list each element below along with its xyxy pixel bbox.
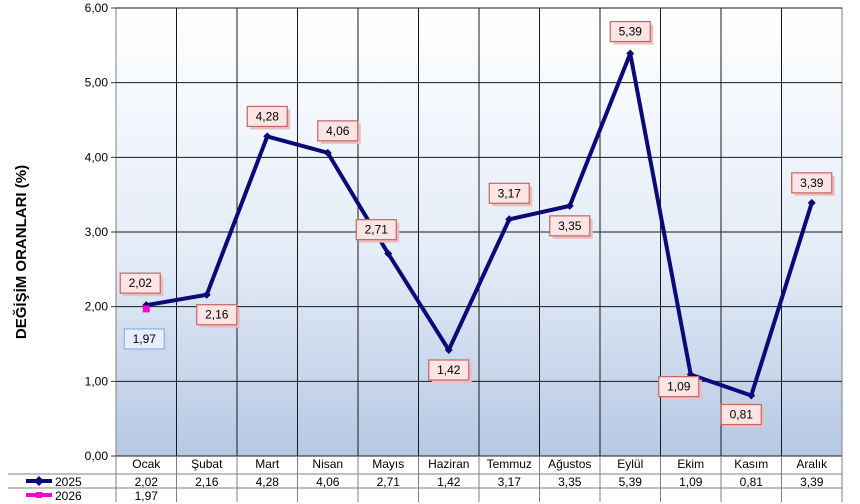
data-label-2025-box <box>609 20 651 43</box>
table-cell-2025: 1,09 <box>679 475 703 489</box>
data-label-2026-box <box>123 328 165 350</box>
legend-marker-2026 <box>36 492 42 498</box>
data-label-2025: 2,02 <box>129 276 153 290</box>
data-label-2025-box <box>549 215 591 237</box>
data-label-2025-box <box>246 105 288 128</box>
legend-marker-2025 <box>34 476 44 486</box>
table-cell-2025: 4,06 <box>316 475 340 489</box>
data-label-2025: 3,39 <box>800 176 824 190</box>
y-tick-label: 4,00 <box>85 150 109 164</box>
data-point-2025 <box>747 391 756 400</box>
data-point-2025 <box>444 345 453 354</box>
data-point-2025 <box>384 249 393 258</box>
legend-label-2025: 2025 <box>55 475 82 489</box>
data-label-2025-box <box>428 359 470 381</box>
x-tick-label: Şubat <box>191 457 223 471</box>
x-tick-label: Haziran <box>428 457 469 471</box>
data-point-2026 <box>142 305 150 313</box>
data-label-2025: 3,35 <box>558 219 582 233</box>
table-cell-2026: 1,97 <box>135 489 159 503</box>
y-tick-label: 6,00 <box>85 1 109 15</box>
x-tick-label: Mayıs <box>372 457 404 471</box>
data-point-2025 <box>263 132 272 141</box>
data-label-2026: 1,97 <box>133 332 157 346</box>
x-tick-label: Mart <box>255 457 280 471</box>
data-label-2025-box <box>720 403 762 426</box>
data-label-2025-box <box>196 304 238 326</box>
x-tick-label: Ağustos <box>548 457 591 471</box>
data-point-2025 <box>505 215 514 224</box>
y-tick-label: 2,00 <box>85 300 109 314</box>
y-tick-label: 3,00 <box>85 225 109 239</box>
data-label-2025-box <box>355 219 397 241</box>
data-label-2025: 4,06 <box>326 124 350 138</box>
data-label-2025: 1,09 <box>667 380 691 394</box>
legend-label-2026: 2026 <box>55 489 82 503</box>
data-label-2025-box <box>658 376 700 398</box>
x-tick-label: Eylül <box>617 457 643 471</box>
x-tick-label: Aralık <box>796 457 828 471</box>
x-tick-label: Ekim <box>677 457 704 471</box>
table-cell-2025: 2,71 <box>377 475 401 489</box>
x-tick-label: Ocak <box>132 457 161 471</box>
data-point-2025 <box>626 49 635 58</box>
table-cell-2025: 1,42 <box>437 475 461 489</box>
table-cell-2025: 3,39 <box>800 475 824 489</box>
y-tick-label: 0,00 <box>85 449 109 463</box>
table-cell-2025: 2,16 <box>195 475 219 489</box>
y-tick-label: 1,00 <box>85 374 109 388</box>
table-cell-2025: 5,39 <box>619 475 643 489</box>
data-label-2025: 0,81 <box>730 408 754 422</box>
data-point-2025 <box>323 148 332 157</box>
data-label-2025: 1,42 <box>437 363 461 377</box>
x-tick-label: Temmuz <box>487 457 532 471</box>
data-label-2025-box <box>119 272 161 294</box>
table-cell-2025: 4,28 <box>256 475 280 489</box>
data-label-2025: 2,16 <box>205 308 229 322</box>
data-label-2025-box <box>317 120 359 142</box>
data-label-2025: 5,39 <box>619 25 643 39</box>
x-tick-label: Kasım <box>734 457 768 471</box>
x-tick-label: Nisan <box>312 457 343 471</box>
data-point-2025 <box>807 198 816 207</box>
data-label-2025: 3,17 <box>498 186 522 200</box>
data-label-2025-box <box>488 182 530 204</box>
table-cell-2025: 3,35 <box>558 475 582 489</box>
data-point-2025 <box>202 290 211 299</box>
table-cell-2025: 0,81 <box>740 475 764 489</box>
data-label-2025: 4,28 <box>256 109 280 123</box>
data-label-2025: 2,71 <box>365 223 389 237</box>
table-cell-2025: 3,17 <box>498 475 522 489</box>
data-point-2025 <box>565 201 574 210</box>
y-tick-label: 5,00 <box>85 76 109 90</box>
table-cell-2025: 2,02 <box>135 475 159 489</box>
series-line-2025 <box>145 51 814 398</box>
data-label-2025-box <box>791 172 833 194</box>
